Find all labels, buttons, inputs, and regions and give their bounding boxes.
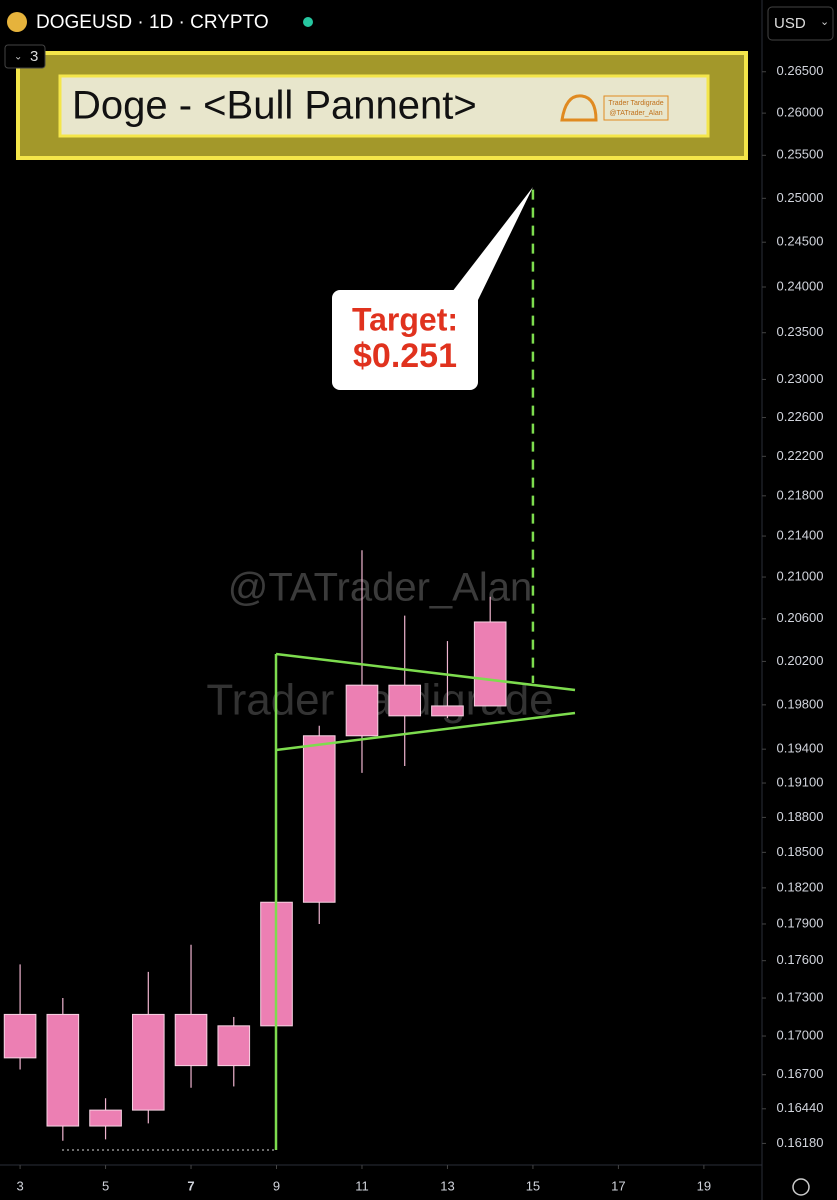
pennant-lower	[275, 711, 576, 752]
y-tick-label: 0.22200	[777, 448, 824, 463]
x-tick-label: 11	[355, 1178, 369, 1193]
logo-text: Trader Tardigrade	[608, 100, 663, 107]
callout-box	[332, 290, 478, 390]
y-tick-label: 0.23000	[777, 371, 824, 386]
chart-title: Doge - <Bull Pannent>	[72, 84, 477, 128]
target-callout: Target: $0.251	[332, 187, 533, 390]
y-tick-label: 0.26000	[777, 105, 824, 120]
x-tick-label: 19	[697, 1178, 711, 1193]
x-tick-label: 13	[440, 1178, 454, 1193]
candle-body	[473, 621, 507, 707]
watermark: @TATrader_Alan	[228, 566, 532, 610]
x-tick-label: 17	[611, 1178, 625, 1193]
y-tick-label: 0.26500	[777, 63, 824, 78]
indicator-count: 3	[30, 48, 38, 65]
symbol-icon	[7, 12, 27, 32]
y-tick-label: 0.16180	[777, 1135, 824, 1150]
candle-body	[174, 1013, 208, 1067]
chevron: ⌄	[14, 52, 22, 63]
y-tick-label: 0.22600	[777, 409, 824, 424]
y-tick-label: 0.16440	[777, 1100, 824, 1115]
candle-body	[46, 1013, 80, 1127]
x-tick-label: 7	[187, 1178, 194, 1193]
pennant-drawing	[274, 652, 576, 1150]
y-tick-label: 0.24500	[777, 234, 824, 249]
candle-body	[217, 1025, 251, 1067]
candle-body	[388, 684, 422, 717]
y-tick-label: 0.18800	[777, 809, 824, 824]
header: DOGEUSD · 1D · CRYPTO ⌄ 3 USD ⌄	[4, 6, 834, 1196]
x-tick-label: 3	[16, 1178, 23, 1193]
y-tick-label: 0.19100	[777, 774, 824, 789]
y-tick-label: 0.21800	[777, 487, 824, 502]
indicator-toggle[interactable]	[4, 44, 46, 69]
y-tick-label: 0.25000	[777, 190, 824, 205]
symbol: DOGEUSD · 1D · CRYPTO	[36, 12, 269, 33]
status-dot	[303, 17, 313, 27]
x-tick-label: 5	[102, 1178, 109, 1193]
y-tick-label: 0.18200	[777, 879, 824, 894]
y-tick-label: 0.17600	[777, 952, 824, 967]
y-tick-label: 0.16700	[777, 1066, 824, 1081]
y-tick-label: 0.20600	[777, 610, 824, 625]
y-tick-label: 0.19400	[777, 741, 824, 756]
y-tick-label: 0.21000	[777, 568, 824, 583]
candle-body	[431, 705, 464, 717]
logo-box	[603, 95, 669, 121]
banner-inner	[58, 74, 710, 138]
axes: 0.26500 0.26000 0.25500 0.25000 0.24500 0.240…	[16, 63, 823, 1193]
currency-select[interactable]	[767, 6, 834, 41]
y-tick-label: 0.17300	[777, 989, 824, 1004]
candle-body	[3, 1013, 37, 1059]
y-tick-label: 0.20200	[777, 653, 824, 668]
y-tick-label: 0.24000	[777, 278, 824, 293]
y-tick-label: 0.25500	[777, 147, 824, 162]
y-tick-label: 0.23500	[777, 324, 824, 339]
callout-pointer	[452, 187, 533, 300]
logo-icon	[560, 94, 598, 122]
x-tick-label: 15	[526, 1178, 540, 1193]
title-banner: Doge - <Bull Pannent> Trader Tardigrade …	[16, 51, 748, 160]
currency: USD	[774, 15, 806, 32]
settings-icon[interactable]	[792, 1178, 810, 1196]
candle-body	[302, 735, 336, 903]
chevron: ⌄	[820, 16, 829, 28]
x-tick-label: 9	[273, 1178, 280, 1193]
y-tick-label: 0.18500	[777, 844, 824, 859]
target-value: $0.251	[353, 337, 457, 375]
y-tick-label: 0.17900	[777, 915, 824, 930]
y-tick-label: 0.19800	[777, 696, 824, 711]
y-tick-label: 0.21400	[777, 527, 824, 542]
y-tick-label: 0.17000	[777, 1027, 824, 1042]
candle-body	[131, 1013, 165, 1111]
candle-body	[89, 1109, 122, 1127]
logo-text: @TATrader_Alan	[609, 110, 662, 117]
target-label: Target:	[352, 301, 458, 337]
pennant-upper	[275, 652, 576, 692]
candle-body	[345, 684, 379, 737]
